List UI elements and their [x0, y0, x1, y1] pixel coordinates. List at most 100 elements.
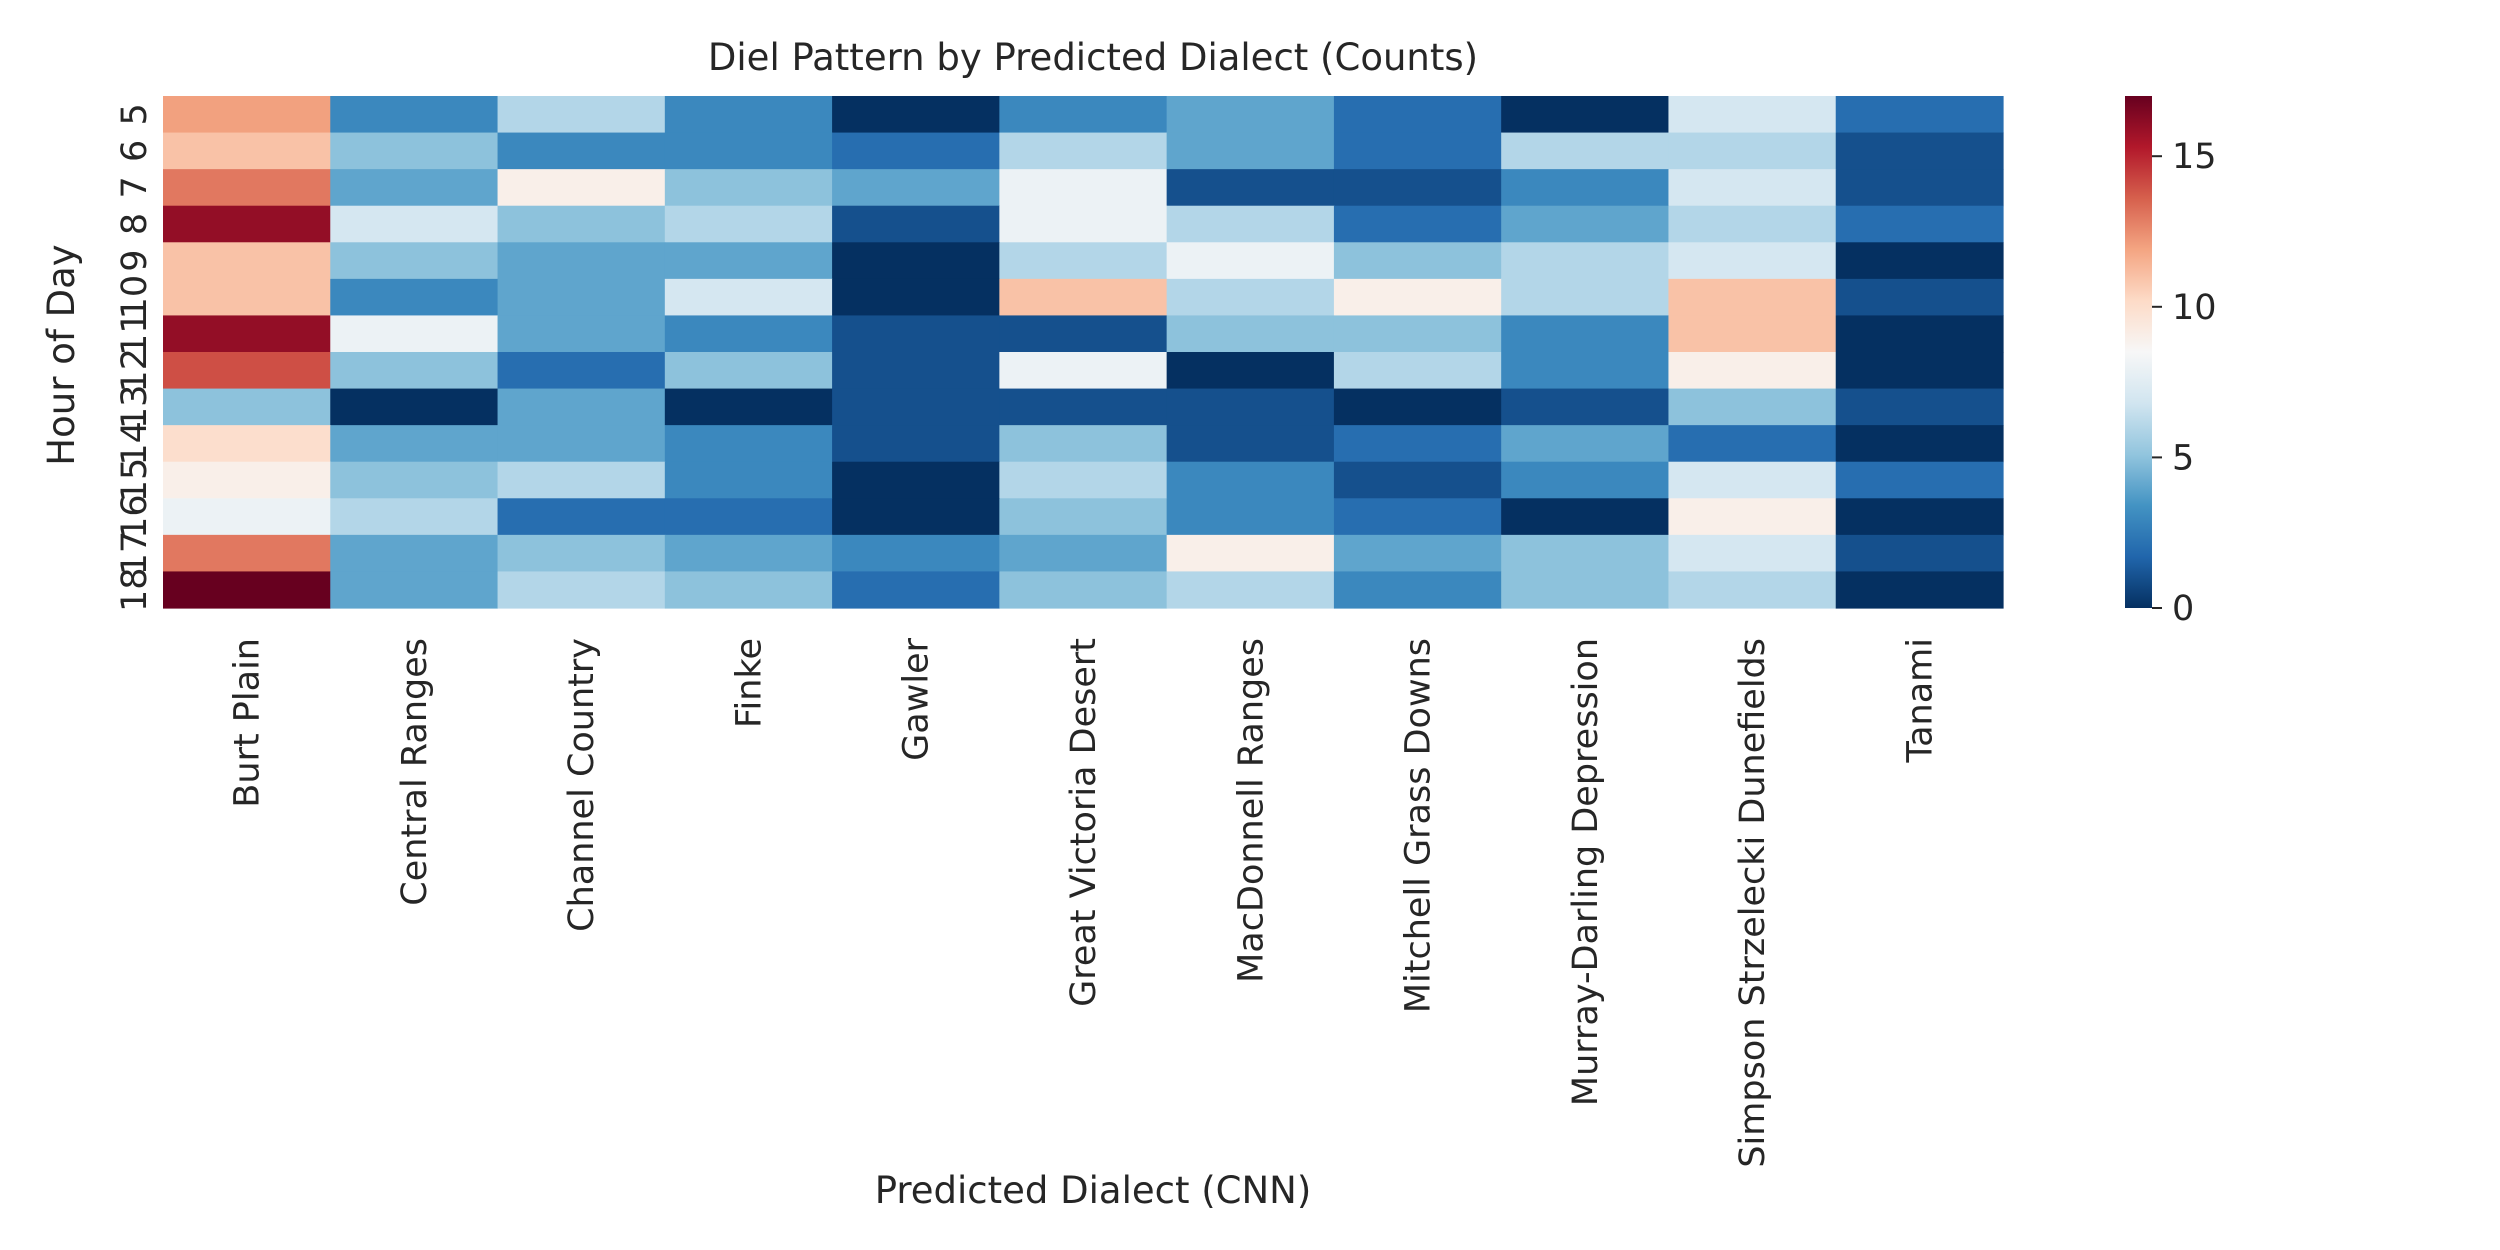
y-tick-label: 18 [115, 567, 155, 612]
heatmap-cell [163, 205, 331, 243]
x-tick-label: Finke [730, 638, 770, 728]
heatmap-cell [1333, 205, 1502, 243]
heatmap-cell [1668, 461, 1837, 499]
y-tick-label: 16 [115, 494, 155, 539]
heatmap-cell [1501, 278, 1670, 317]
heatmap-cell [163, 278, 331, 317]
heatmap-cell [1501, 425, 1670, 463]
heatmap-cell [1501, 132, 1670, 170]
heatmap-cell [1835, 205, 2004, 243]
heatmap-cell [497, 96, 666, 134]
heatmap-cell [1835, 388, 2004, 426]
heatmap-cell [1835, 352, 2004, 390]
heatmap-cell [832, 425, 1000, 463]
heatmap-cell [1333, 169, 1502, 207]
heatmap-cell [1333, 498, 1502, 536]
heatmap-cell [1166, 278, 1335, 317]
chart-title: Diel Pattern by Predicted Dialect (Count… [708, 36, 1478, 79]
heatmap-cell [330, 388, 499, 426]
heatmap-cell [163, 242, 331, 280]
heatmap-cell [1668, 205, 1837, 243]
heatmap-cell [1333, 571, 1502, 609]
heatmap-cell [1668, 242, 1837, 280]
x-tick-label: Gawler [897, 637, 937, 760]
heatmap-cell [832, 169, 1000, 207]
heatmap-cell [832, 242, 1000, 280]
y-tick-label: 7 [115, 176, 155, 198]
heatmap-cell [664, 242, 833, 280]
heatmap-cell [1501, 315, 1670, 353]
heatmap-cell [832, 205, 1000, 243]
heatmap-cell [832, 96, 1000, 134]
x-tick-label: Burt Plain [228, 638, 268, 808]
heatmap-cell [1501, 571, 1670, 609]
y-tick-label: 5 [115, 103, 155, 125]
heatmap-cell [832, 571, 1000, 609]
heatmap-cell [1668, 498, 1837, 536]
heatmap-cell [1501, 242, 1670, 280]
y-tick-label: 15 [115, 458, 155, 503]
heatmap-cell [330, 132, 499, 170]
heatmap-cell [1835, 571, 2004, 609]
heatmap-cell [664, 388, 833, 426]
heatmap-cell [1166, 461, 1335, 499]
heatmap-cell [664, 205, 833, 243]
heatmap-cell [163, 461, 331, 499]
heatmap-cell [1835, 498, 2004, 536]
heatmap-cell [1166, 534, 1335, 573]
heatmap-cell [1501, 534, 1670, 573]
heatmap-cell [330, 571, 499, 609]
heatmap-cell [497, 425, 666, 463]
heatmap-cell [1333, 278, 1502, 317]
heatmap-cell [1333, 534, 1502, 573]
heatmap-cell [1501, 498, 1670, 536]
heatmap-cell [1333, 242, 1502, 280]
heatmap-cell [1668, 278, 1837, 317]
y-tick-label: 6 [115, 140, 155, 162]
heatmap-cell [999, 96, 1168, 134]
heatmap-cell [1668, 352, 1837, 390]
heatmap-cell [330, 352, 499, 390]
heatmap-cell [1501, 388, 1670, 426]
heatmap-cell [1333, 388, 1502, 426]
heatmap-cell [1501, 205, 1670, 243]
y-tick-label: 13 [115, 385, 155, 430]
colorbar-tick-label: 5 [2172, 438, 2194, 478]
heatmap-cell [1501, 352, 1670, 390]
heatmap-cell [497, 242, 666, 280]
heatmap-cell [1835, 315, 2004, 353]
heatmap-cell [1166, 205, 1335, 243]
heatmap-cell [497, 278, 666, 317]
heatmap-cell [1501, 169, 1670, 207]
heatmap-cell [1668, 96, 1837, 134]
heatmap-cell [330, 425, 499, 463]
x-tick-label: Murray-Darling Depression [1566, 638, 1606, 1106]
heatmap-cell [497, 571, 666, 609]
heatmap-cell [497, 132, 666, 170]
heatmap-cell [163, 169, 331, 207]
x-tick-label: Tanami [1900, 638, 1940, 763]
heatmap-cell [1835, 242, 2004, 280]
heatmap-cell [163, 132, 331, 170]
heatmap-cell [664, 425, 833, 463]
heatmap-cell [330, 96, 499, 134]
colorbar-scale [2125, 96, 2152, 608]
heatmap-cell [330, 169, 499, 207]
heatmap-cell [664, 498, 833, 536]
heatmap-cell [163, 388, 331, 426]
heatmap-cell [497, 534, 666, 573]
x-tick-label: Central Ranges [395, 638, 435, 906]
heatmap-cell [832, 352, 1000, 390]
heatmap-cell [1835, 425, 2004, 463]
x-axis-label: Predicted Dialect (CNN) [875, 1169, 1312, 1212]
heatmap-cell [163, 96, 331, 134]
heatmap-cell [497, 352, 666, 390]
x-tick-label: MacDonnell Ranges [1231, 638, 1271, 983]
heatmap-cell [1501, 96, 1670, 134]
heatmap-cell [1333, 461, 1502, 499]
heatmap-cell [664, 534, 833, 573]
heatmap-cell [999, 534, 1168, 573]
heatmap-cell [999, 461, 1168, 499]
heatmap-cell [1668, 534, 1837, 573]
heatmap-cell [664, 132, 833, 170]
